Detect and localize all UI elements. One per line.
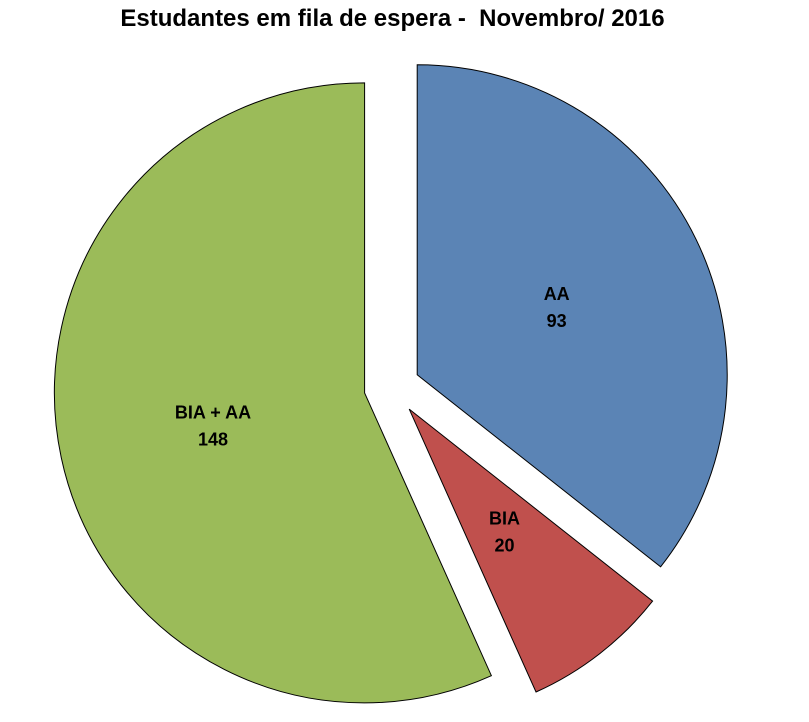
pie-slice-aa [416,64,728,568]
chart-title: Estudantes em fila de espera - Novembro/… [120,5,665,32]
slice-label-aa: AA 93 [544,284,570,331]
slice-label-bia-aa: BIA + AA 148 [175,402,251,449]
pie-slice-bia-aa [54,82,493,704]
pie-slice-bia [408,408,654,693]
slice-label-bia: BIA 20 [489,508,520,555]
